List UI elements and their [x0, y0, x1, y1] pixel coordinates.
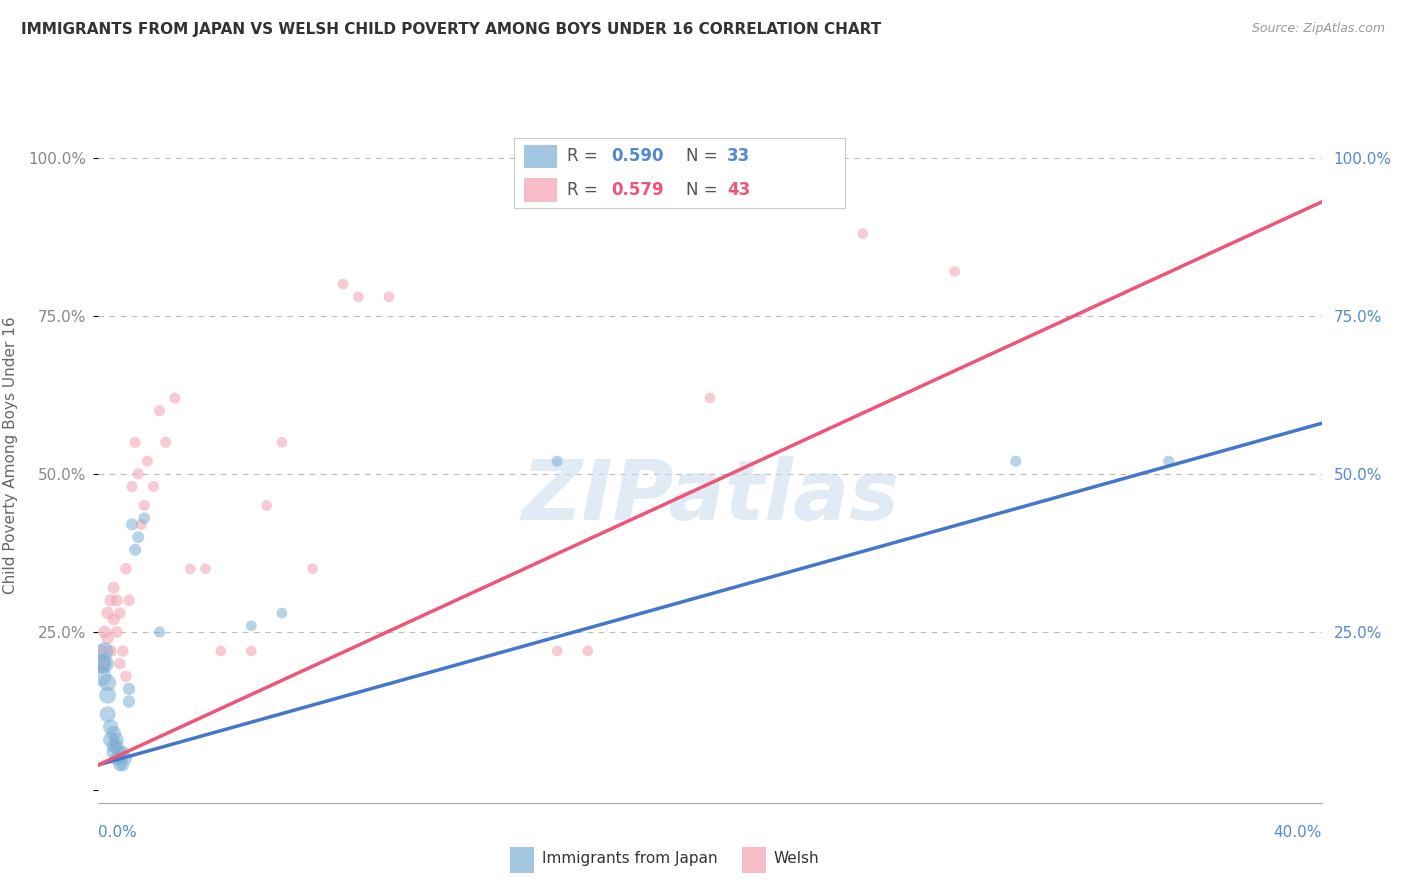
Point	[118, 681, 141, 696]
Point	[93, 657, 115, 671]
Point	[149, 625, 172, 640]
Point	[301, 562, 323, 576]
Point	[209, 644, 232, 658]
Bar	[742, 847, 766, 872]
Point	[93, 625, 115, 640]
Point	[378, 290, 401, 304]
Point	[103, 739, 125, 753]
Point	[121, 517, 143, 532]
Text: 40.0%: 40.0%	[1274, 825, 1322, 840]
Point	[127, 467, 149, 481]
Point	[105, 732, 128, 747]
Bar	[524, 178, 557, 202]
Point	[90, 644, 112, 658]
Point	[90, 669, 112, 683]
Bar	[524, 145, 557, 169]
Text: 33: 33	[727, 147, 751, 165]
Point	[699, 391, 721, 405]
Point	[121, 479, 143, 493]
Point	[124, 542, 146, 557]
Y-axis label: Child Poverty Among Boys Under 16: Child Poverty Among Boys Under 16	[3, 316, 17, 594]
Point	[115, 562, 138, 576]
Point	[105, 625, 128, 640]
Point	[759, 151, 782, 165]
Point	[194, 562, 217, 576]
Text: Welsh: Welsh	[773, 851, 820, 866]
Point	[347, 290, 370, 304]
Bar	[510, 847, 534, 872]
Point	[163, 391, 186, 405]
Point	[127, 530, 149, 544]
Point	[103, 612, 125, 626]
Point	[108, 757, 131, 772]
Point	[97, 675, 120, 690]
Point	[852, 227, 875, 241]
Point	[105, 751, 128, 765]
Point	[134, 499, 156, 513]
Point	[124, 435, 146, 450]
Point	[118, 593, 141, 607]
Point	[240, 618, 263, 632]
Point	[142, 479, 165, 493]
Point	[103, 581, 125, 595]
Text: N =: N =	[686, 147, 723, 165]
Point	[546, 454, 568, 468]
Point	[93, 644, 115, 658]
Point	[108, 751, 131, 765]
Text: 43: 43	[727, 181, 751, 199]
Point	[90, 657, 112, 671]
Point	[103, 745, 125, 759]
Point	[100, 644, 122, 658]
Point	[129, 517, 152, 532]
Point	[111, 745, 134, 759]
Point	[100, 593, 122, 607]
Point	[1157, 454, 1180, 468]
Point	[155, 435, 177, 450]
Point	[97, 606, 120, 620]
Point	[97, 707, 120, 722]
Point	[93, 657, 115, 671]
Point	[149, 403, 172, 417]
Text: N =: N =	[686, 181, 723, 199]
Point	[179, 562, 201, 576]
Point	[105, 593, 128, 607]
Point	[943, 264, 966, 278]
Point	[97, 632, 120, 646]
Point	[115, 751, 138, 765]
Point	[97, 688, 120, 702]
Point	[103, 726, 125, 740]
Point	[100, 732, 122, 747]
Text: 0.590: 0.590	[612, 147, 664, 165]
Text: Immigrants from Japan: Immigrants from Japan	[541, 851, 717, 866]
Text: R =: R =	[567, 181, 603, 199]
Point	[108, 657, 131, 671]
Point	[100, 720, 122, 734]
Point	[118, 695, 141, 709]
Point	[105, 739, 128, 753]
Point	[576, 644, 599, 658]
Text: Source: ZipAtlas.com: Source: ZipAtlas.com	[1251, 22, 1385, 36]
Point	[111, 644, 134, 658]
Point	[1004, 454, 1026, 468]
Point	[134, 511, 156, 525]
Text: IMMIGRANTS FROM JAPAN VS WELSH CHILD POVERTY AMONG BOYS UNDER 16 CORRELATION CHA: IMMIGRANTS FROM JAPAN VS WELSH CHILD POV…	[21, 22, 882, 37]
Point	[546, 644, 568, 658]
Point	[256, 499, 278, 513]
Point	[240, 644, 263, 658]
Point	[108, 606, 131, 620]
Text: ZIPatlas: ZIPatlas	[522, 456, 898, 537]
Text: 0.579: 0.579	[612, 181, 665, 199]
Point	[108, 745, 131, 759]
Text: 0.0%: 0.0%	[98, 825, 138, 840]
Point	[270, 435, 292, 450]
Text: R =: R =	[567, 147, 603, 165]
Point	[270, 606, 292, 620]
Point	[115, 669, 138, 683]
Point	[111, 757, 134, 772]
Point	[136, 454, 159, 468]
Point	[332, 277, 354, 292]
